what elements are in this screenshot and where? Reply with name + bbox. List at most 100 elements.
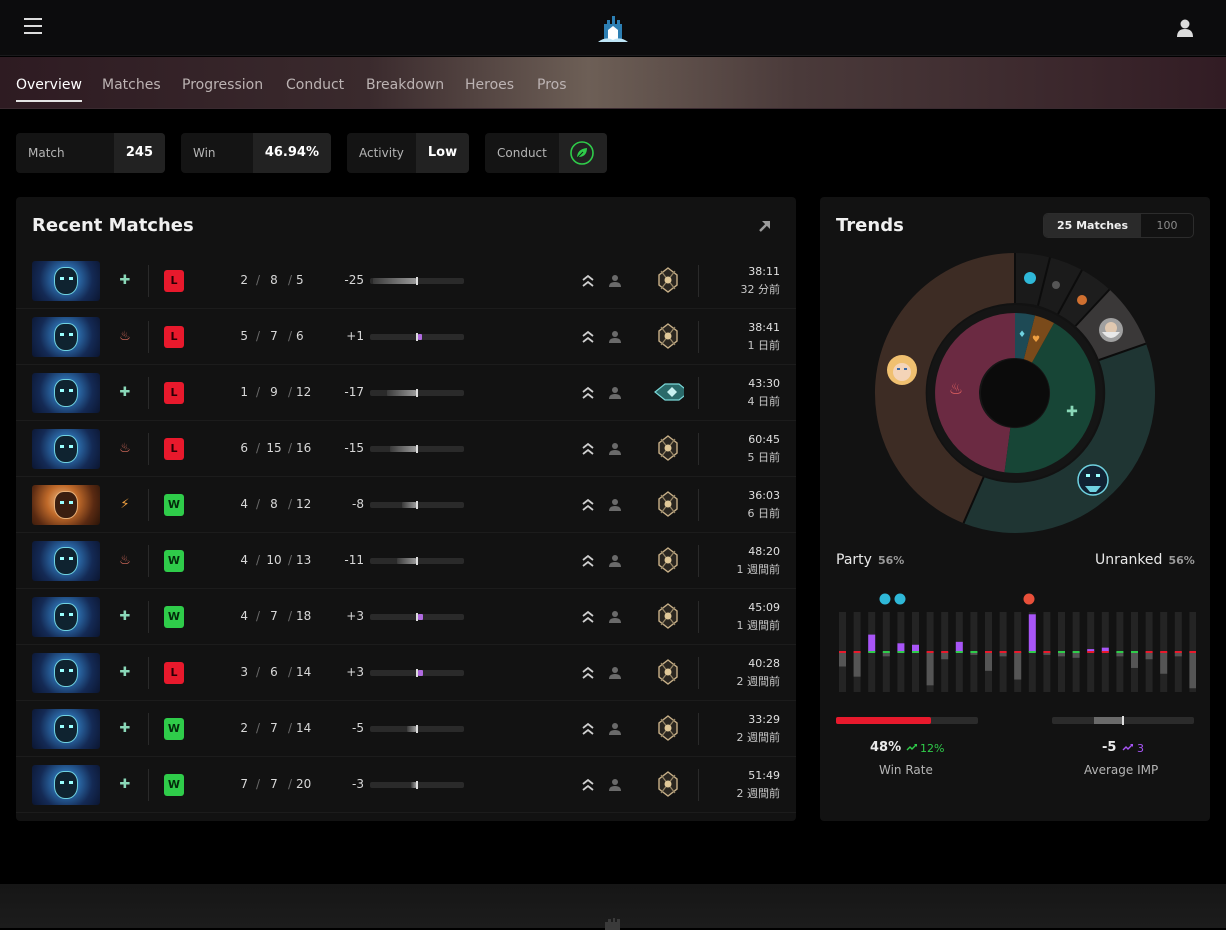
- stat-label: Match Count: [28, 146, 65, 160]
- match-row[interactable]: ♨ W 4/10/13 -11 48:20 1 週間前: [16, 533, 796, 589]
- tab-overview[interactable]: Overview: [16, 77, 82, 102]
- teal-role-icon: ♦: [1018, 330, 1026, 340]
- imp-value: -25: [344, 273, 364, 287]
- imp-bar-fill: [373, 278, 416, 284]
- unranked-label: Unranked: [1095, 552, 1163, 568]
- hero-face: [54, 659, 78, 687]
- match-row[interactable]: ✚ W 7/7/20 -3 51:49 2 週間前: [16, 757, 796, 813]
- match-row[interactable]: ✚ W 4/7/18 +3 45:09 1 週間前: [16, 589, 796, 645]
- solo-party-icon: [609, 443, 621, 455]
- kda-slash: /: [256, 721, 261, 735]
- role-support-icon: ✚: [119, 665, 131, 680]
- footer-logo-icon: [605, 918, 620, 930]
- kda-slash: /: [256, 777, 261, 791]
- kda-slash: /: [288, 497, 293, 511]
- hero-portrait[interactable]: [32, 653, 100, 693]
- rank-medal-icon: [658, 547, 678, 573]
- average-imp-delta: 3: [1137, 742, 1144, 755]
- toggle-25-matches[interactable]: 25 Matches: [1044, 214, 1141, 237]
- imp-bar-fill: [410, 782, 416, 788]
- rank-medal-icon: [658, 659, 678, 685]
- match-time-ago: 6 日前: [747, 507, 781, 520]
- solo-party-icon: [609, 275, 621, 287]
- kda-slash: /: [288, 609, 293, 623]
- match-row[interactable]: ✚ L 2/8/5 -25 38:11 32 分前: [16, 253, 796, 309]
- win-rate-delta: 12%: [920, 742, 945, 755]
- hero-portrait[interactable]: [32, 597, 100, 637]
- bar-result-mark: [839, 651, 846, 653]
- outer-segment-hero-blonde: [874, 253, 1015, 524]
- lane-icon: [582, 666, 594, 679]
- deaths: 15: [266, 441, 282, 455]
- imp-bar-center: [416, 557, 418, 565]
- hero-portrait[interactable]: [32, 765, 100, 805]
- match-row[interactable]: ✚ L 3/6/14 +3 40:28 2 週間前: [16, 645, 796, 701]
- hero-portrait[interactable]: [32, 373, 100, 413]
- divider: [148, 321, 149, 353]
- divider: [698, 601, 699, 633]
- imp-value: -17: [344, 385, 364, 399]
- hero-portrait[interactable]: [32, 317, 100, 357]
- castle-logo-icon[interactable]: [596, 12, 630, 44]
- imp-bar-fill: [418, 614, 424, 620]
- bar-result-mark: [1087, 651, 1095, 653]
- tab-matches[interactable]: Matches: [102, 77, 161, 93]
- divider: [698, 377, 699, 409]
- match-duration: 36:03: [748, 489, 780, 502]
- imp-bar-center: [416, 669, 418, 677]
- trend-up-green-icon: [906, 744, 917, 751]
- bar-imp-fill: [1145, 652, 1153, 660]
- hero-portrait[interactable]: [32, 429, 100, 469]
- stat-conduct: Conduct: [485, 133, 607, 173]
- lane-icon: [582, 610, 594, 623]
- tab-conduct[interactable]: Conduct: [286, 77, 345, 93]
- hero-portrait[interactable]: [32, 261, 100, 301]
- hero-portrait[interactable]: [32, 485, 100, 525]
- tab-breakdown[interactable]: Breakdown: [366, 77, 445, 93]
- bar-result-mark: [1101, 651, 1109, 653]
- match-duration: 45:09: [748, 601, 780, 614]
- match-range-toggle[interactable]: 25 Matches 100: [1043, 213, 1194, 238]
- imp-bar-fill: [402, 502, 416, 508]
- solo-party-icon: [609, 331, 621, 343]
- imp-value: +3: [346, 609, 364, 623]
- top-bar: [0, 0, 1226, 56]
- average-imp-bar: [1052, 716, 1194, 725]
- recent-matches-title: Recent Matches: [32, 215, 194, 236]
- support-role-icon: ✚: [1066, 404, 1078, 420]
- match-row[interactable]: ✚ W 2/7/14 -5 33:29 2 週間前: [16, 701, 796, 757]
- solo-party-icon: [609, 611, 621, 623]
- match-row[interactable]: ✚ L 1/9/12 -17 43:30 4 日前: [16, 365, 796, 421]
- match-row[interactable]: ⚡ W 4/8/12 -8 36:03 6 日前: [16, 477, 796, 533]
- match-row[interactable]: ♨ L 5/7/6 +1 38:41 1 日前: [16, 309, 796, 365]
- hero-portrait[interactable]: [32, 541, 100, 581]
- menu-icon[interactable]: [24, 18, 42, 36]
- imp-bar-center: [416, 445, 418, 453]
- solo-party-icon: [609, 555, 621, 567]
- imp-bar: [370, 333, 464, 341]
- expand-arrow-icon[interactable]: [757, 218, 773, 234]
- imp-bar-center: [416, 501, 418, 509]
- imp-bar: [370, 557, 464, 565]
- hero-portrait[interactable]: [32, 709, 100, 749]
- bar-result-mark: [868, 651, 876, 653]
- tab-heroes[interactable]: Heroes: [465, 77, 515, 93]
- bar-imp-fill: [853, 652, 861, 677]
- user-icon[interactable]: [1175, 18, 1195, 38]
- inner-segment-support: [1004, 323, 1096, 474]
- bar-imp-fill: [868, 634, 876, 652]
- imp-bar: [370, 725, 464, 733]
- match-row[interactable]: ♨ L 6/15/16 -15 60:45 5 日前: [16, 421, 796, 477]
- rank-medal-icon: [658, 435, 678, 461]
- match-result-badge: W: [164, 606, 184, 628]
- bar-result-mark: [1014, 651, 1022, 653]
- tab-pros[interactable]: Pros: [537, 77, 567, 93]
- divider: [148, 713, 149, 745]
- tab-progression[interactable]: Progression: [182, 77, 264, 93]
- toggle-100-matches[interactable]: 100: [1156, 219, 1178, 232]
- kda-slash: /: [256, 609, 261, 623]
- match-result-badge: W: [164, 550, 184, 572]
- deaths: 8: [270, 497, 278, 511]
- party-label: Party: [836, 552, 872, 568]
- match-time-ago: 1 週間前: [736, 619, 781, 632]
